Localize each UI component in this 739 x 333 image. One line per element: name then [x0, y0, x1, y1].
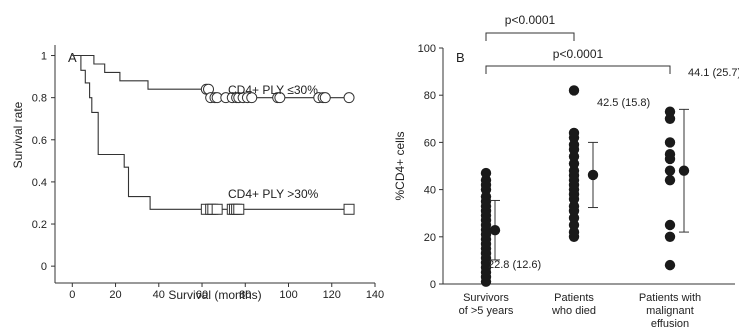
panel-b-significance-brackets: p<0.0001 p<0.0001 — [485, 13, 671, 74]
y-tick-label: 0 — [430, 279, 436, 291]
panel-b-mean-sd: 22.8 (12.6) 42.5 (15.8) 44.1 (25.7) — [488, 67, 739, 271]
x-tick-label: 60 — [196, 289, 208, 301]
x-tick-label: 100 — [279, 289, 297, 301]
x-tick-label: 80 — [239, 289, 251, 301]
survival-curve-high-ply — [72, 54, 350, 210]
censor-marker-square — [343, 203, 355, 215]
significance-bracket — [485, 65, 671, 74]
mean-marker — [678, 165, 690, 176]
panel-b-axes: 0 20 40 60 80 100 — [418, 43, 735, 291]
y-tick-label: 80 — [424, 90, 436, 102]
x-tick-label: 140 — [366, 289, 384, 301]
mean-sd-label: 42.5 (15.8) — [597, 97, 650, 109]
panel-b-letter: B — [456, 50, 465, 65]
p-value-label: p<0.0001 — [505, 13, 556, 27]
category-label-line: of >5 years — [459, 305, 514, 317]
category-label-line: Survivors — [463, 292, 509, 304]
y-tick-label: 100 — [418, 43, 436, 55]
panel-a-letter: A — [68, 50, 77, 65]
category-label: Patients with malignant effusion — [639, 292, 701, 330]
data-point — [664, 149, 676, 160]
category-label-line: Patients — [554, 292, 594, 304]
y-tick-label: 0.2 — [32, 219, 47, 231]
significance-bracket — [485, 32, 575, 41]
panel-b-scatter-plot: B 0 20 40 60 80 100 22.8 (12.6) 42.5 (15.8) 44.… — [393, 13, 739, 330]
data-point — [664, 259, 676, 271]
panel-a-axes: 0 20 40 60 80 100 120 140 0 0.2 0.4 0.6 0.8 1 — [32, 45, 384, 301]
y-tick-label: 20 — [424, 232, 436, 244]
mean-sd-label: 44.1 (25.7) — [688, 67, 739, 79]
x-tick-label: 0 — [69, 289, 75, 301]
data-point — [664, 106, 676, 117]
data-point — [664, 174, 676, 186]
y-tick-label: 40 — [424, 185, 436, 197]
censor-marker-circle — [319, 92, 331, 104]
censor-marker-square — [233, 203, 245, 215]
data-point — [664, 219, 676, 231]
panel-a-y-axis-label: Survival rate — [11, 101, 25, 168]
censor-marker-square — [211, 203, 223, 215]
panel-a-survival-curve: A 0 20 40 60 80 100 120 140 0 0.2 0.4 0.6 0.8 1 Survi… — [11, 45, 384, 302]
category-label-line: Patients with — [639, 292, 701, 304]
censor-marker-circle — [246, 92, 258, 104]
data-point — [568, 85, 580, 96]
p-value-label: p<0.0001 — [553, 47, 604, 61]
panel-b-points — [480, 85, 676, 287]
y-tick-label: 0 — [41, 261, 47, 273]
panel-b-y-axis-label: %CD4+ cells — [393, 131, 407, 200]
category-label: Patients who died — [551, 292, 596, 317]
data-point — [664, 231, 676, 242]
data-point — [664, 165, 676, 176]
mean-marker — [587, 169, 599, 181]
category-label-line: effusion — [651, 318, 689, 330]
x-tick-label: 40 — [153, 289, 165, 301]
category-label-line: who died — [551, 305, 596, 317]
y-tick-label: 0.4 — [32, 177, 47, 189]
category-label: Survivors of >5 years — [459, 292, 514, 317]
mean-marker — [489, 224, 501, 236]
category-label-line: malignant — [646, 305, 694, 317]
data-point — [664, 137, 676, 148]
series-label-high-ply: CD4+ PLY >30% — [228, 187, 319, 201]
data-point — [480, 167, 492, 179]
mean-sd-label: 22.8 (12.6) — [488, 259, 541, 271]
panel-a-censor-markers — [200, 83, 355, 215]
x-tick-label: 120 — [323, 289, 341, 301]
y-tick-label: 0.6 — [32, 135, 47, 147]
series-label-low-ply: CD4+ PLY ≤30% — [228, 83, 318, 97]
data-point — [568, 127, 580, 139]
censor-marker-circle — [274, 92, 286, 104]
y-tick-label: 60 — [424, 137, 436, 149]
y-tick-label: 1 — [41, 51, 47, 63]
censor-marker-circle — [343, 92, 355, 104]
x-tick-label: 20 — [109, 289, 121, 301]
panel-a-x-axis-label: Survival (months) — [168, 288, 261, 302]
y-tick-label: 0.8 — [32, 93, 47, 105]
